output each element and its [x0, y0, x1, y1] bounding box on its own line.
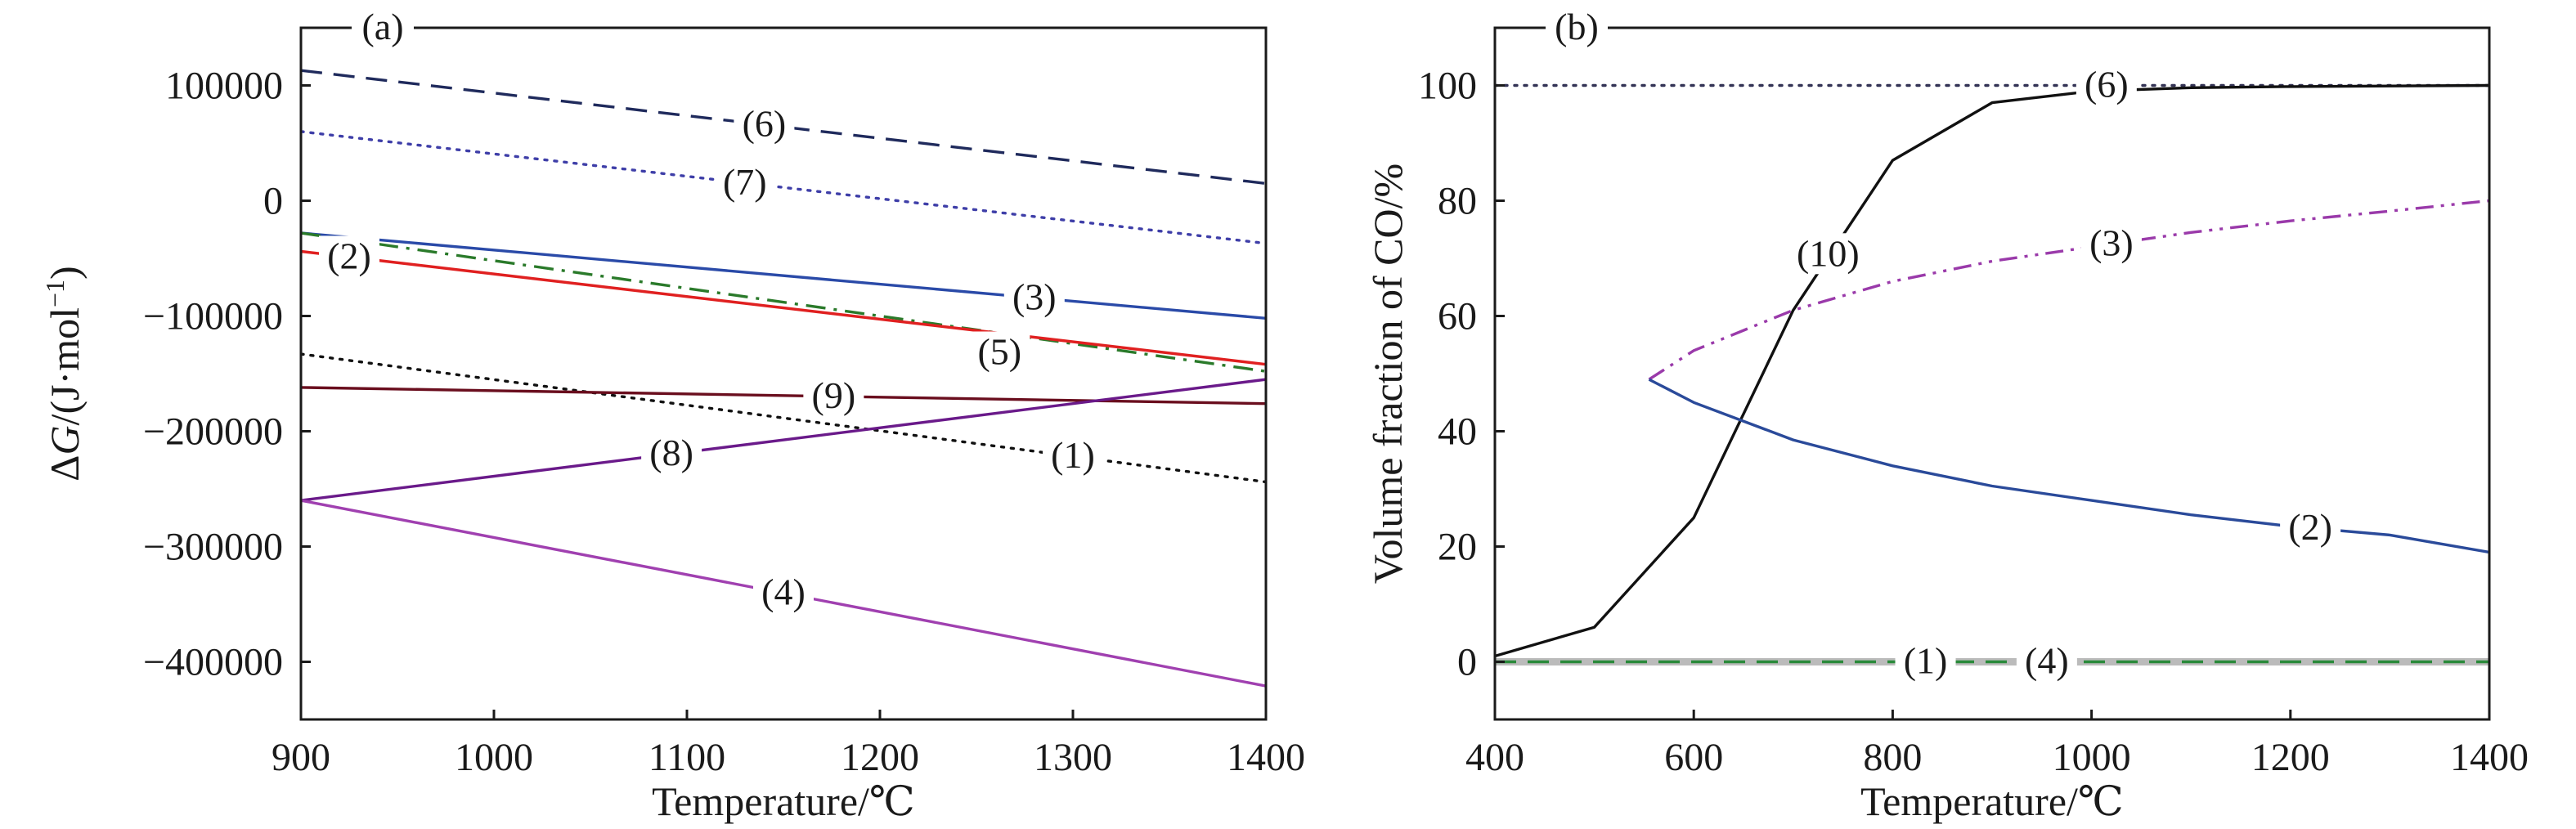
x-tick-label: 400: [1465, 736, 1524, 779]
series-label-bg: [1003, 276, 1065, 318]
series-line-8: [301, 378, 1266, 502]
series-label-4: (4): [2025, 640, 2069, 682]
x-tick-label: 1000: [455, 736, 533, 779]
series-label-7: (7): [723, 161, 767, 203]
x-tick-label: 600: [1664, 736, 1723, 779]
x-tick-label: 1100: [648, 736, 725, 779]
panel-label-bg: [1546, 3, 1608, 46]
series-label-4: (4): [761, 571, 806, 613]
series-line-5: [301, 231, 1266, 373]
series-label-bg: [1895, 640, 1956, 682]
series-line-3: [301, 231, 1266, 320]
y-tick-label: 0: [1457, 641, 1477, 684]
series-label-bg: [734, 103, 795, 145]
x-axis-label: Temperature/℃: [652, 778, 915, 824]
series-line-9: [301, 386, 1266, 406]
series-line-3: [1648, 199, 2489, 381]
series-label-6: (6): [2085, 64, 2129, 105]
y-tick-label: 0: [263, 180, 283, 223]
series-label-1: (1): [1051, 434, 1095, 476]
series-label-bg: [714, 161, 775, 203]
series-label-2: (2): [327, 235, 371, 276]
x-tick-label: 1200: [2251, 736, 2330, 779]
series-label-3: (3): [1012, 276, 1057, 317]
series-line-1: [301, 352, 1266, 484]
series-label-10: (10): [1797, 232, 1860, 274]
axes-frame: [1493, 26, 2491, 721]
y-tick-label: 100000: [165, 65, 283, 108]
plot-area: [1495, 83, 2489, 665]
y-tick-label: 80: [1438, 180, 1477, 223]
x-tick-label: 1200: [841, 736, 919, 779]
x-tick-label: 1000: [2053, 736, 2131, 779]
series-label-5: (5): [977, 330, 1021, 372]
series-label-bg: [2080, 222, 2142, 264]
series-label-bg: [319, 235, 379, 277]
series-label-bg: [753, 571, 814, 613]
x-tick-label: 1400: [1227, 736, 1305, 779]
panel-label-bg: [352, 3, 414, 46]
panel-label: (b): [1555, 6, 1599, 47]
x-axis-label: Temperature/℃: [1860, 778, 2124, 824]
x-tick-label: 800: [1863, 736, 1922, 779]
series-line-2: [1648, 378, 2489, 554]
series-label-6: (6): [743, 102, 787, 144]
series-label-bg: [2280, 506, 2341, 548]
x-tick-label: 900: [272, 736, 330, 779]
panel-a: (6) (7) (3) (5) (2) (1) (9) (8) (4) 900 1000 1100 12…: [40, 3, 1305, 824]
x-tick-label: 1300: [1034, 736, 1112, 779]
series-label-bg: [969, 331, 1030, 373]
y-axis-label: ΔG/(J·mol−1): [40, 266, 88, 481]
series-label-9: (9): [812, 374, 856, 416]
series-label-8: (8): [649, 432, 693, 473]
series-label-1: (1): [1904, 640, 1948, 682]
y-tick-label: −100000: [143, 295, 283, 338]
y-tick-label: 60: [1438, 295, 1477, 338]
series-label-bg: [2016, 640, 2077, 682]
series-label-bg: [641, 432, 702, 474]
panel-label: (a): [361, 6, 403, 47]
series-line-7: [301, 130, 1266, 245]
y-tick-label: −200000: [143, 410, 283, 454]
panel-b: (6)(10) (3)(2)(1) (4)400 600 800 1000 1200 1400…: [1365, 3, 2529, 824]
series-line-10: [1495, 83, 2489, 658]
series-label-bg: [2076, 64, 2137, 105]
series-label-bg: [803, 374, 864, 416]
series-label-3: (3): [2089, 222, 2134, 263]
y-tick-label: −400000: [143, 641, 283, 684]
series-label-bg: [1790, 233, 1866, 275]
y-tick-label: 20: [1438, 526, 1477, 569]
y-tick-label: −300000: [143, 526, 283, 569]
y-tick-label: 40: [1438, 410, 1477, 454]
y-tick-label: 100: [1418, 65, 1477, 108]
series-label-2: (2): [2288, 506, 2332, 548]
axes-frame: [299, 26, 1268, 721]
y-axis-label: Volume fraction of CO/%: [1365, 164, 1411, 584]
x-tick-label: 1400: [2450, 736, 2529, 779]
series-line-2: [301, 249, 1266, 366]
series-label-bg: [1043, 435, 1103, 477]
